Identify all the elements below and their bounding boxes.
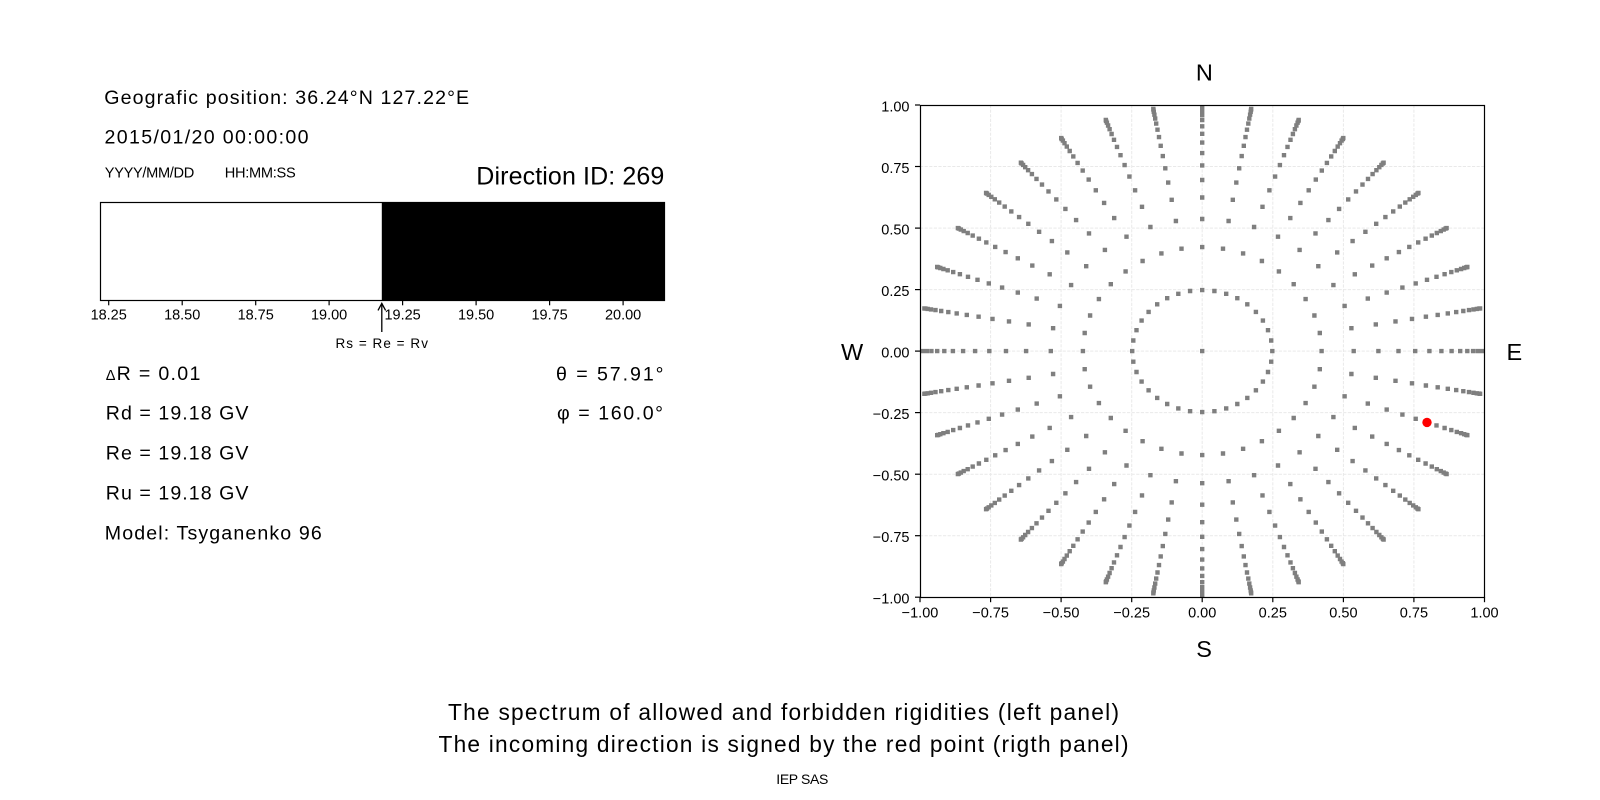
svg-text:0.00: 0.00 [881, 345, 909, 361]
svg-text:20.00: 20.00 [605, 307, 641, 323]
svg-text:0.25: 0.25 [881, 284, 909, 300]
svg-text:0.25: 0.25 [1259, 606, 1287, 622]
svg-text:1.00: 1.00 [881, 99, 909, 115]
svg-text:Rd = 19.18 GV: Rd = 19.18 GV [106, 403, 249, 425]
svg-text:1.00: 1.00 [1470, 606, 1498, 622]
svg-text:IEP SAS: IEP SAS [776, 771, 828, 787]
svg-text:−1.00: −1.00 [873, 592, 910, 608]
svg-text:−0.75: −0.75 [873, 530, 910, 546]
svg-text:18.50: 18.50 [164, 307, 200, 323]
svg-text:19.25: 19.25 [385, 307, 421, 323]
svg-text:−0.25: −0.25 [1113, 606, 1150, 622]
svg-text:0.50: 0.50 [1329, 606, 1357, 622]
svg-text:N: N [1196, 59, 1213, 85]
svg-text:Δ: Δ [106, 368, 116, 384]
svg-text:Geografic position: 36.24°N 12: Geografic position: 36.24°N 127.22°E [104, 87, 469, 109]
svg-text:W: W [841, 339, 864, 365]
svg-text:18.25: 18.25 [91, 307, 127, 323]
svg-text:Rs = Re = Rv: Rs = Re = Rv [335, 336, 428, 351]
svg-text:2015/01/20 00:00:00: 2015/01/20 00:00:00 [105, 127, 309, 149]
svg-text:19.75: 19.75 [532, 307, 568, 323]
svg-text:0.00: 0.00 [1188, 606, 1216, 622]
svg-text:HH:MM:SS: HH:MM:SS [225, 166, 296, 182]
svg-text:R = 0.01: R = 0.01 [117, 363, 201, 385]
svg-text:YYYY/MM/DD: YYYY/MM/DD [105, 166, 195, 182]
svg-text:φ = 160.0°: φ = 160.0° [557, 403, 663, 425]
svg-text:Re = 19.18 GV: Re = 19.18 GV [106, 443, 249, 465]
svg-text:θ = 57.91°: θ = 57.91° [556, 363, 664, 385]
svg-text:S: S [1196, 636, 1212, 662]
svg-text:Model: Tsyganenko 96: Model: Tsyganenko 96 [105, 523, 322, 545]
svg-text:The spectrum of allowed and fo: The spectrum of allowed and forbidden ri… [448, 699, 1119, 725]
svg-text:18.75: 18.75 [238, 307, 274, 323]
svg-text:−0.50: −0.50 [873, 469, 910, 485]
svg-text:E: E [1506, 339, 1522, 365]
svg-text:The incoming direction is sign: The incoming direction is signed by the … [439, 731, 1129, 757]
svg-text:0.50: 0.50 [881, 222, 909, 238]
svg-text:0.75: 0.75 [1400, 606, 1428, 622]
svg-text:−0.50: −0.50 [1043, 606, 1080, 622]
svg-text:19.50: 19.50 [458, 307, 494, 323]
svg-text:0.75: 0.75 [881, 161, 909, 177]
svg-text:Direction ID: 269: Direction ID: 269 [476, 162, 664, 190]
svg-text:−0.25: −0.25 [873, 407, 910, 423]
svg-text:−1.00: −1.00 [902, 606, 939, 622]
svg-text:19.00: 19.00 [311, 307, 347, 323]
svg-text:−0.75: −0.75 [972, 606, 1009, 622]
svg-text:Ru = 19.18 GV: Ru = 19.18 GV [106, 483, 249, 505]
